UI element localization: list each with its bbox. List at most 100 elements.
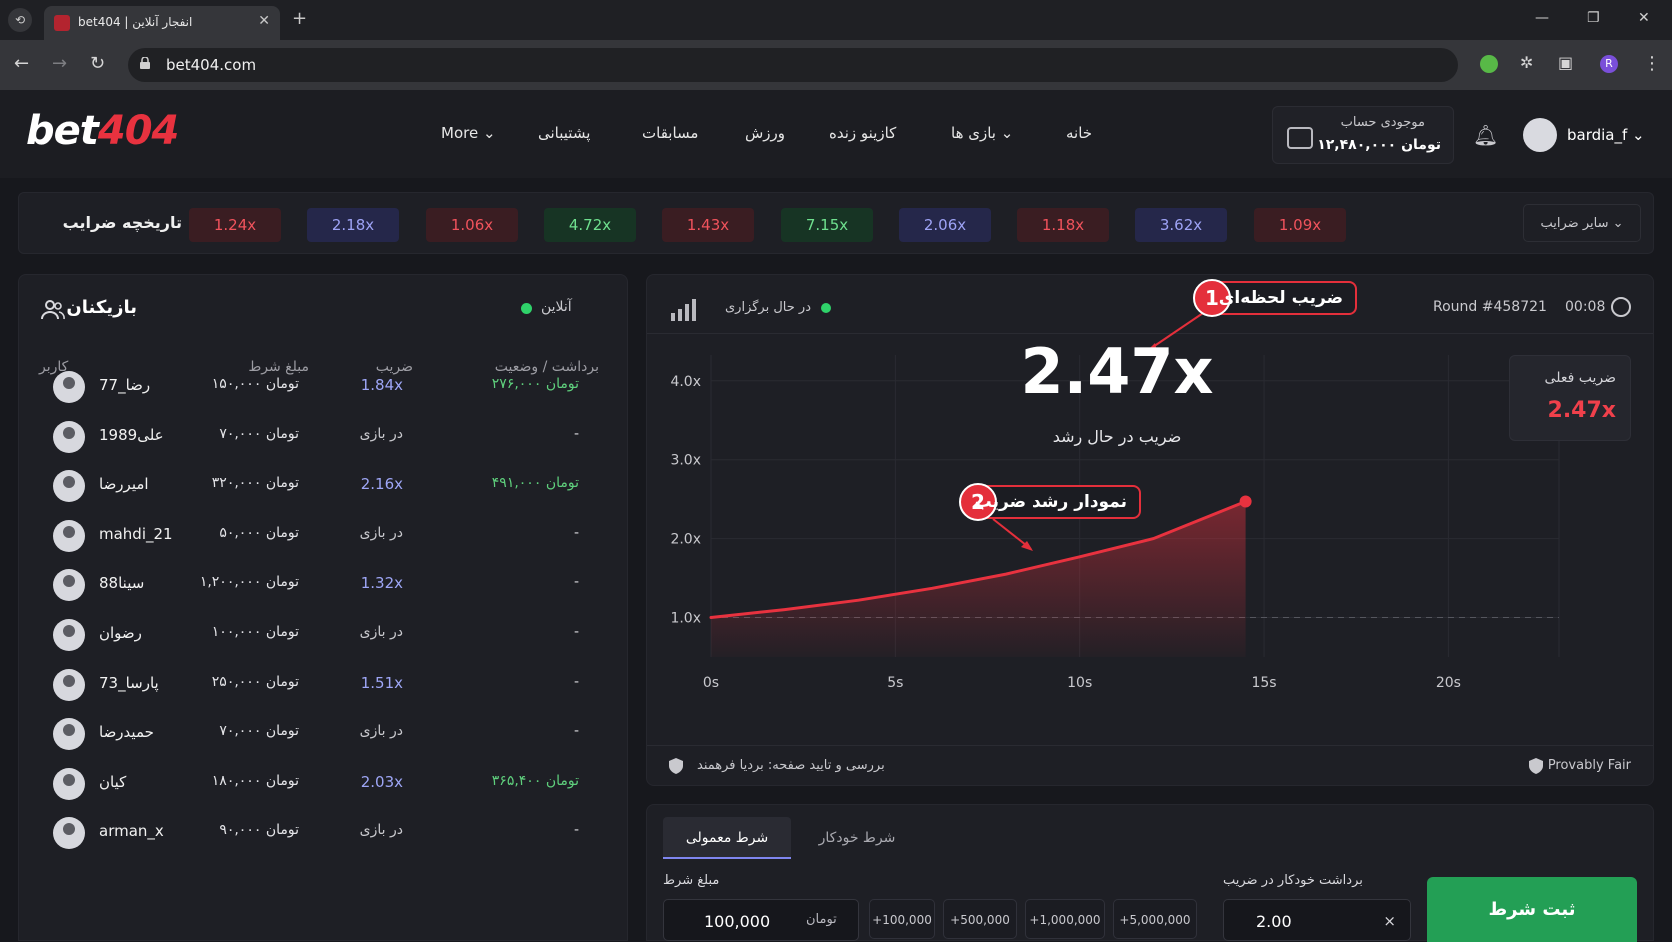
chart-area-fill (711, 501, 1246, 657)
user-menu[interactable]: bardia_f ⌄ (1567, 126, 1645, 144)
wallet-balance[interactable]: موجودی حساب ۱۲,۴۸۰,۰۰۰ تومان (1272, 106, 1454, 164)
restore-icon[interactable]: ❐ (1587, 10, 1600, 26)
back-icon[interactable]: ← (14, 53, 30, 74)
players-title: بازیکنان (66, 297, 137, 318)
player-row: رضوان ۱۰۰,۰۰۰ تومان در بازی - (33, 611, 617, 657)
site-logo[interactable]: bet404 (26, 108, 179, 154)
callout-arrow-1 (1146, 308, 1210, 352)
player-username: امیررضا (99, 475, 149, 494)
player-cashout: - (573, 524, 579, 541)
browser-tab[interactable]: bet404 | انفجار آنلاین ✕ (44, 6, 280, 40)
user-avatar[interactable] (1523, 118, 1557, 152)
player-bet: ۱۰۰,۰۰۰ تومان (211, 624, 299, 640)
player-multiplier: در بازی (359, 822, 403, 839)
close-tab-icon[interactable]: ✕ (258, 13, 270, 29)
browser-tabstrip: ⟲ bet404 | انفجار آنلاین ✕ + — ❐ ✕ (0, 0, 1672, 40)
round-number: Round #458721 (1433, 299, 1547, 315)
online-status: آنلاین (521, 299, 572, 315)
close-window-icon[interactable]: ✕ (1638, 10, 1650, 26)
nav-sports[interactable]: ورزش (745, 124, 786, 142)
tab-auto-bet[interactable]: شرط خودکار (818, 830, 896, 846)
nav-competitions[interactable]: مسابقات (642, 124, 699, 142)
player-row: علی1989 ۷۰,۰۰۰ تومان در بازی - (33, 413, 617, 459)
balance-value: ۱۲,۴۸۰,۰۰۰ تومان (1317, 137, 1441, 153)
nav-games[interactable]: بازی ها ⌄ (951, 124, 1014, 142)
new-tab-icon[interactable]: + (292, 8, 308, 29)
quick-add-100000[interactable]: +100,000 (869, 899, 935, 939)
player-avatar (53, 767, 85, 800)
reload-icon[interactable]: ↻ (90, 53, 106, 74)
browser-menu-icon[interactable]: ⋮ (1643, 53, 1661, 74)
profile-avatar[interactable]: R (1600, 55, 1618, 73)
place-bet-button[interactable]: ثبت شرط (1427, 877, 1637, 942)
nav-more[interactable]: More ⌄ (441, 124, 496, 142)
provably-fair-link[interactable]: Provably Fair (1547, 758, 1631, 773)
player-cashout: ۴۹۱,۰۰۰ تومان (491, 475, 579, 492)
nav-home[interactable]: خانه (1066, 124, 1093, 142)
tab-manual-bet[interactable]: شرط معمولی (663, 817, 791, 859)
player-cashout: ۳۶۵,۴۰۰ تومان (491, 772, 579, 789)
tab-search-icon[interactable]: ⟲ (8, 8, 32, 32)
player-bet: ۱۸۰,۰۰۰ تومان (211, 772, 299, 789)
odds-history-bar: تاریخچه ضرایب 1.24x 2.18x 1.06x 4.72x 1.43x 7… (18, 192, 1654, 254)
other-odds-dropdown[interactable]: سایر ضرایب ⌄ (1523, 204, 1641, 242)
round-timer: 00:08 (1565, 299, 1606, 315)
quick-add-1000000[interactable]: +1,000,000 (1025, 899, 1105, 939)
bet-amount-value: 100,000 (704, 912, 771, 931)
y-tick-label: 3.0x (670, 453, 701, 469)
player-avatar (53, 817, 85, 850)
player-avatar (53, 668, 85, 701)
quick-add-5000000[interactable]: +5,000,000 (1113, 899, 1197, 939)
game-status: در حال برگزاری (725, 300, 831, 315)
player-multiplier: در بازی (359, 624, 403, 640)
player-username: سینا88 (99, 574, 145, 593)
nav-live-casino[interactable]: کازینو زنده (829, 124, 897, 142)
player-row: کیان ۱۸۰,۰۰۰ تومان 2.03x ۳۶۵,۴۰۰ تومان (33, 760, 617, 806)
extension-icon[interactable] (1480, 55, 1498, 73)
auto-cashout-value: 2.00 (1256, 912, 1292, 931)
history-chip: 1.09x (1254, 208, 1346, 242)
chart-end-point (1239, 495, 1252, 508)
callout-live-multiplier: 1 ضریب لحظه‌ای (1193, 279, 1357, 317)
clear-icon[interactable]: × (1383, 912, 1396, 930)
player-multiplier: در بازی (359, 723, 403, 740)
x-tick-label: 20s (1436, 675, 1461, 691)
shield-check-icon (1529, 758, 1543, 774)
game-panel: در حال برگزاری Round #458721 00:08 0s 5s 1… (646, 274, 1654, 786)
player-cashout: - (573, 574, 579, 591)
player-multiplier: 1.32x (360, 574, 403, 593)
quick-add-500000[interactable]: +500,000 (943, 899, 1017, 939)
nav-support[interactable]: پشتیبانی (538, 124, 591, 142)
history-chip: 3.62x (1135, 208, 1227, 242)
player-cashout: - (573, 425, 579, 442)
minimize-icon[interactable]: — (1535, 10, 1549, 26)
player-row: رضا_77 ۱۵۰,۰۰۰ تومان 1.84x ۲۷۶,۰۰۰ تومان (33, 363, 617, 409)
users-icon (41, 300, 65, 320)
forward-icon[interactable]: → (52, 53, 68, 74)
auto-cashout-input[interactable]: 2.00 × (1223, 899, 1411, 941)
player-avatar (53, 619, 85, 651)
side-panel-icon[interactable]: ▣ (1558, 53, 1574, 72)
player-bet: ۱۵۰,۰۰۰ تومان (211, 376, 299, 392)
bet-amount-input[interactable]: 100,000 تومان (663, 899, 859, 941)
current-multiplier-label: ضریب فعلی (1544, 370, 1616, 386)
player-avatar (53, 519, 85, 552)
browser-toolbar: ← → ↻ bet404.com ✲ ▣ R ⋮ (0, 40, 1672, 90)
bet-panel: شرط معمولی شرط خودکار مبلغ شرط برداشت خو… (646, 804, 1654, 942)
address-bar[interactable]: bet404.com (128, 48, 1458, 82)
player-avatar (53, 718, 85, 751)
player-cashout: - (573, 723, 579, 740)
players-panel: بازیکنان آنلاین کاربر مبلغ شرط ضریب بردا… (18, 274, 628, 941)
site-header: bet404 More ⌄ پشتیبانی مسابقات ورزش کازی… (0, 90, 1672, 178)
player-username: رضوان (99, 624, 142, 642)
col-user: کاربر (39, 359, 69, 375)
extensions-puzzle-icon[interactable]: ✲ (1520, 53, 1534, 72)
url-text: bet404.com (166, 56, 257, 74)
player-row: حمیدرضا ۷۰,۰۰۰ تومان در بازی - (33, 710, 617, 756)
bell-icon[interactable]: 🔔︎ (1473, 123, 1499, 147)
y-tick-label: 1.0x (670, 611, 701, 627)
bet-amount-unit: تومان (806, 912, 837, 927)
lock-icon (140, 57, 150, 69)
player-multiplier: 1.84x (360, 376, 403, 394)
history-chip: 1.24x (189, 208, 281, 242)
